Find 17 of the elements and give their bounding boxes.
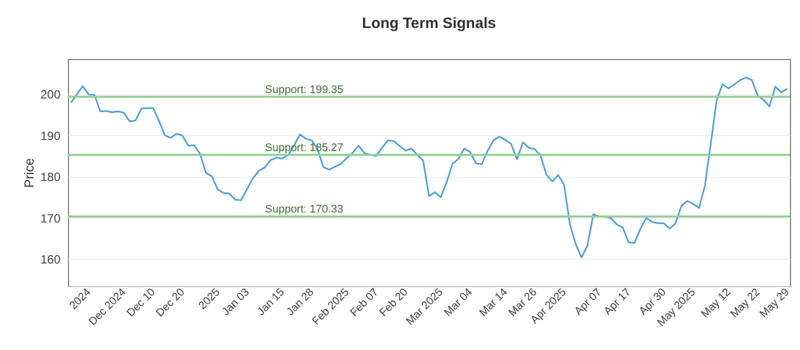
x-tick-label: Apr 17 xyxy=(602,286,634,318)
y-tick-label: 160 xyxy=(40,252,61,267)
y-tick-label: 170 xyxy=(40,211,61,226)
ref-line-label: Support: 170.33 xyxy=(265,204,344,216)
y-tick-label: 190 xyxy=(40,128,61,143)
x-tick-label: Feb 20 xyxy=(378,286,410,319)
x-tick-label: Dec 20 xyxy=(154,286,188,320)
y-tick-label: 200 xyxy=(40,88,61,102)
chart-title: Long Term Signals xyxy=(362,15,496,32)
y-axis-title: Price xyxy=(21,158,36,188)
x-tick-label: Jan 03 xyxy=(220,286,252,318)
x-tick-label: Apr 07 xyxy=(572,286,604,318)
line-series xyxy=(70,76,788,258)
x-tick-label: Jan 15 xyxy=(255,286,287,318)
x-tick-label: Mar 04 xyxy=(442,286,475,319)
y-tick-label: 180 xyxy=(40,170,61,184)
ref-line-label: Support: 199.35 xyxy=(265,84,344,96)
